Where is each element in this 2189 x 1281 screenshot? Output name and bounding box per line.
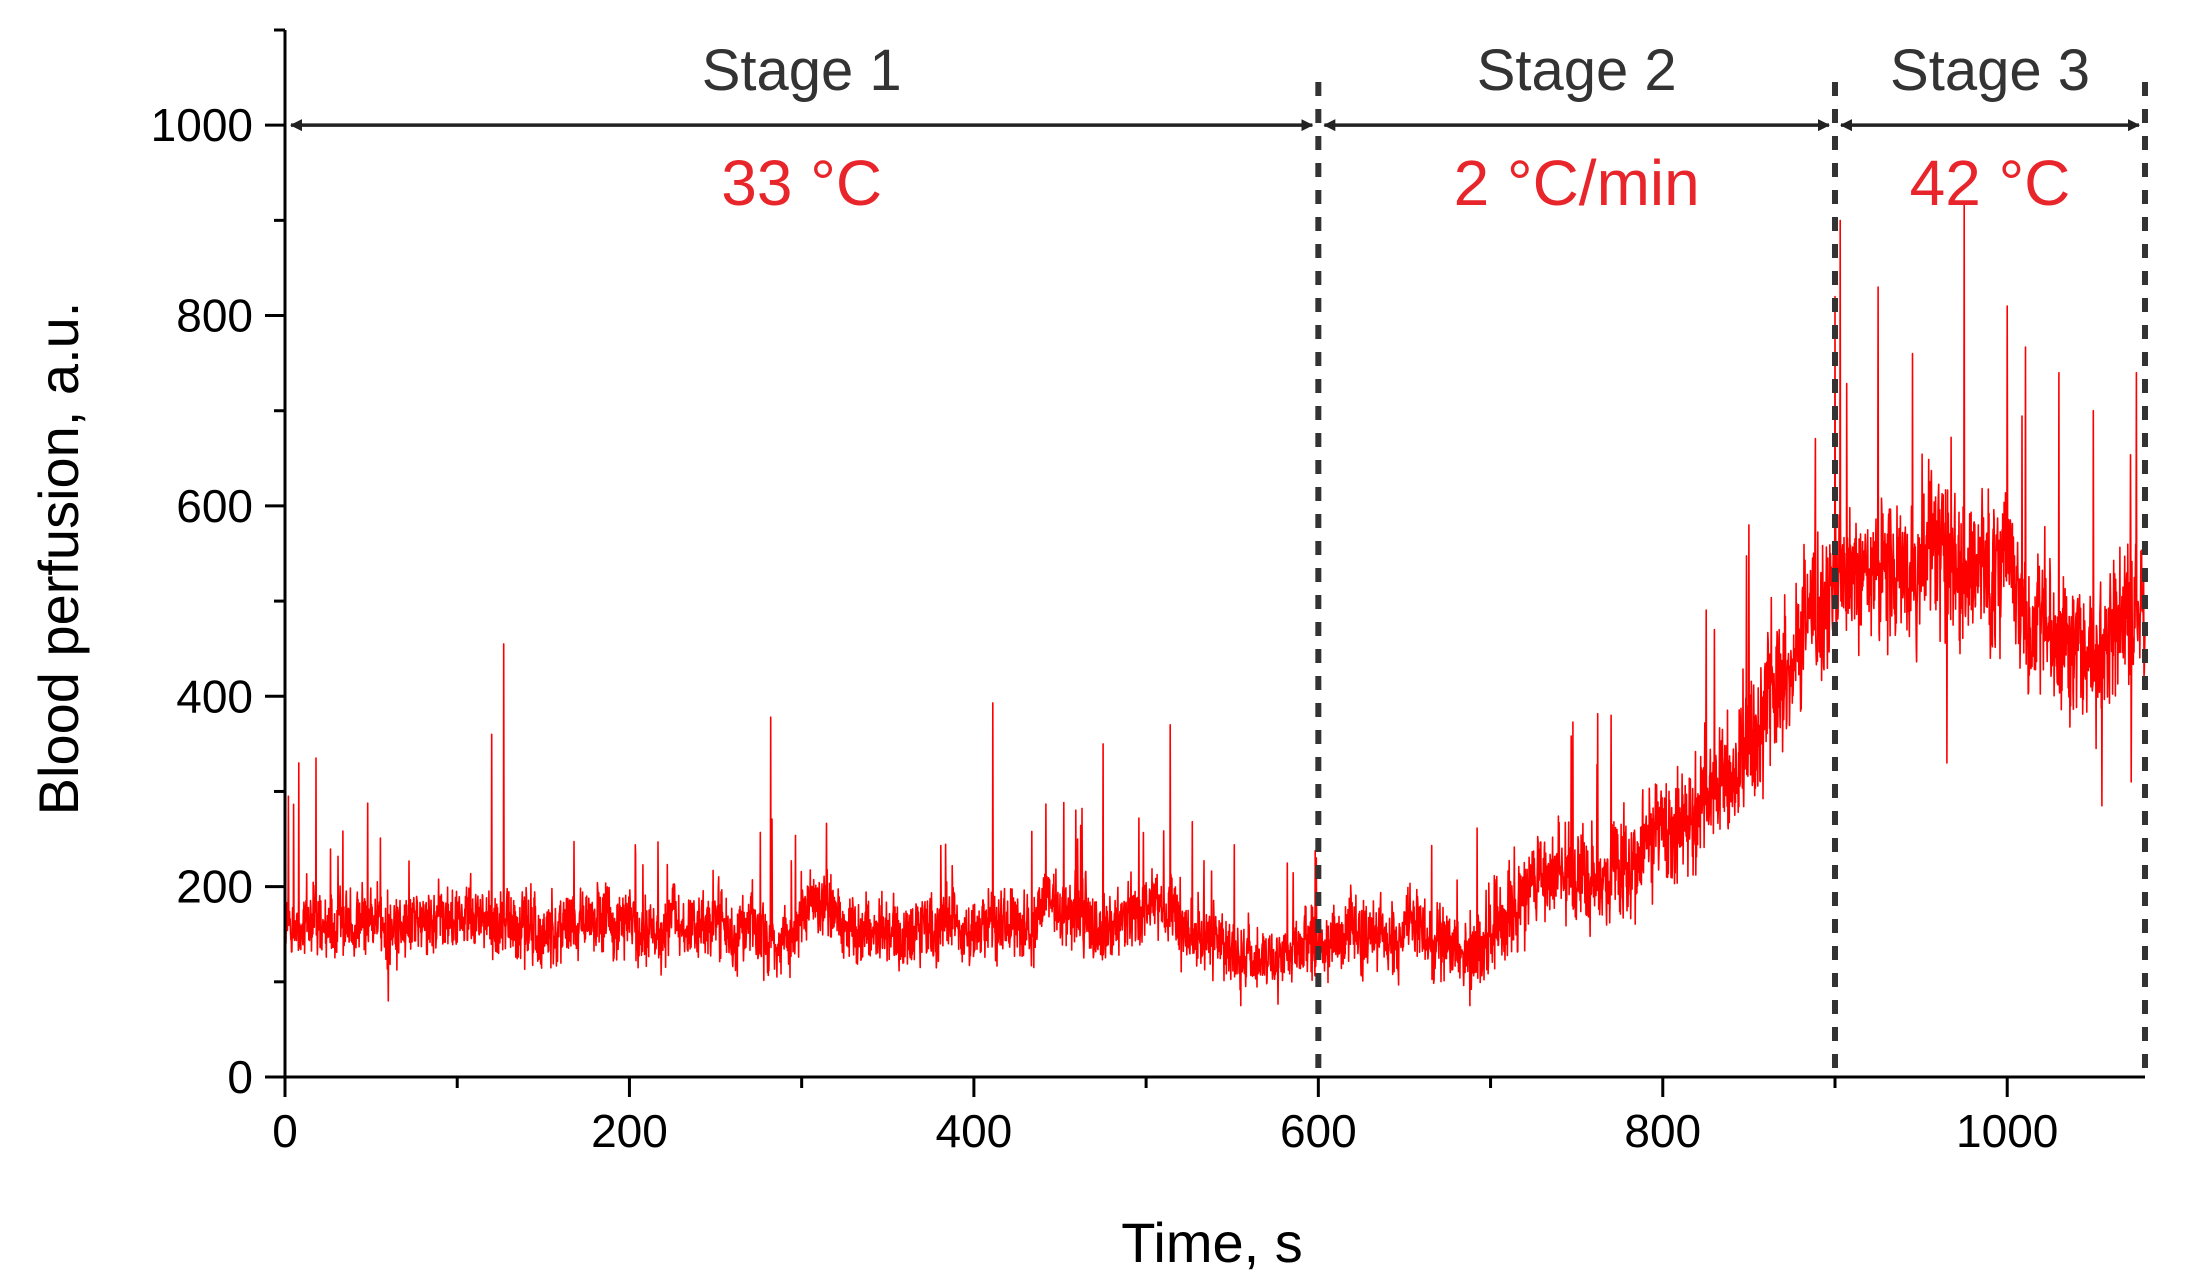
stage-condition-label: 42 °C — [1910, 147, 2071, 219]
x-tick-label: 1000 — [1956, 1105, 2058, 1157]
y-axis-title: Blood perfusion, a.u. — [27, 302, 90, 816]
y-tick-label: 200 — [176, 861, 253, 913]
stage-condition-label: 2 °C/min — [1454, 147, 1700, 219]
x-tick-label: 600 — [1280, 1105, 1357, 1157]
series-line-0 — [284, 200, 2146, 1007]
series-layer — [284, 200, 2146, 1007]
y-tick-label: 600 — [176, 480, 253, 532]
x-tick-label: 400 — [936, 1105, 1013, 1157]
stage-name-label: Stage 2 — [1477, 38, 1677, 103]
stage-name-label: Stage 1 — [702, 38, 902, 103]
x-axis-title: Time, s — [1121, 1211, 1302, 1274]
stage-condition-label: 33 °C — [721, 147, 882, 219]
stage-boundaries — [1315, 82, 2148, 1077]
y-tick-label: 0 — [227, 1051, 253, 1103]
y-tick-label: 800 — [176, 290, 253, 342]
axes: 0 200 400 600 800 1000 0 200 400 600 800 1000 — [151, 28, 2145, 1157]
stage-arrows: Stage 1 33 °C Stage 2 2 °C/min Stage 3 42 °C — [290, 38, 2140, 219]
y-tick-label: 1000 — [151, 99, 253, 151]
x-tick-label: 800 — [1624, 1105, 1701, 1157]
stage-name-label: Stage 3 — [1890, 38, 2090, 103]
x-tick-label: 200 — [591, 1105, 668, 1157]
y-tick-label: 400 — [176, 670, 253, 722]
x-tick-label: 0 — [272, 1105, 298, 1157]
